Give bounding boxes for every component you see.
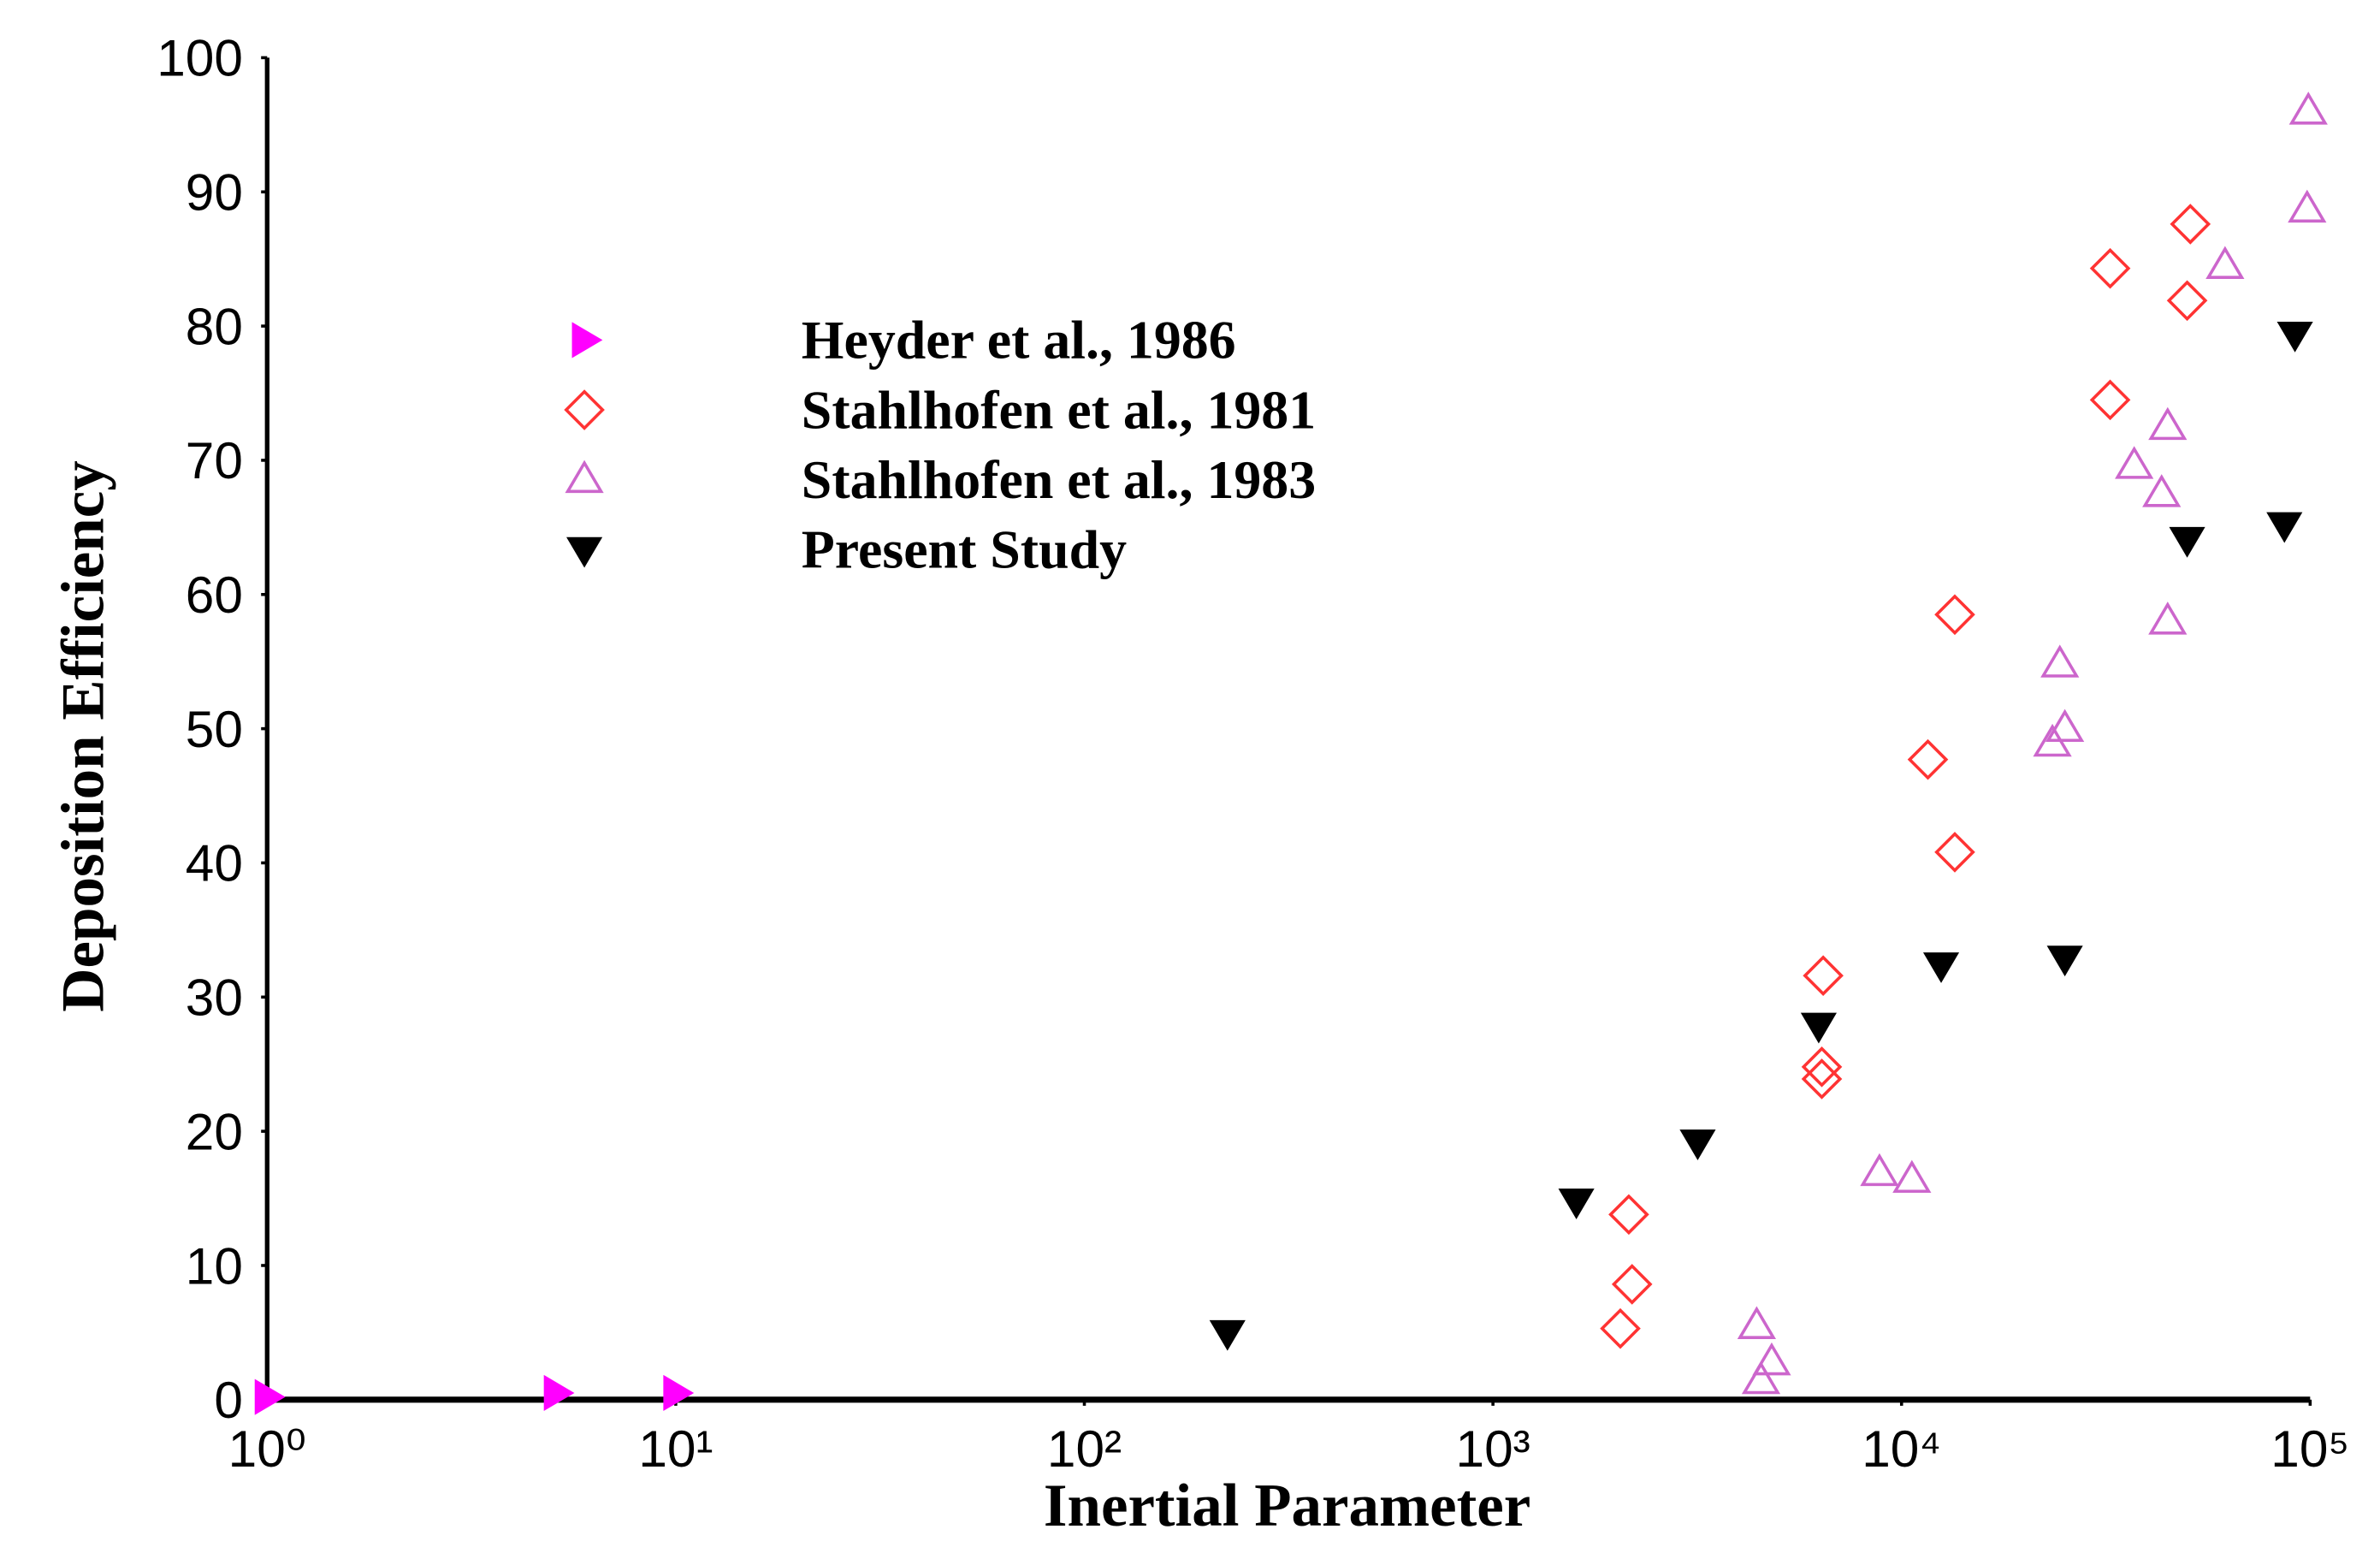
x-tick-label: 10⁵ (2270, 1420, 2349, 1478)
scatter-point (1752, 1342, 1791, 1376)
scatter-point (2288, 92, 2328, 125)
scatter-point (2148, 602, 2188, 635)
scatter-point (1934, 594, 1975, 636)
scatter-point (2288, 189, 2327, 223)
scatter-point (2205, 246, 2245, 279)
y-tick-label: 100 (157, 29, 243, 87)
y-axis-label: Deposition Efficiency (50, 460, 117, 1011)
scatter-point (1907, 738, 1949, 780)
legend-label: Stahlhofen et al., 1981 (802, 379, 1316, 440)
scatter-point (2045, 708, 2085, 743)
scatter-point (2089, 379, 2131, 421)
y-tick-label: 0 (214, 1371, 243, 1429)
scatter-point (2170, 204, 2211, 245)
legend-label: Present Study (802, 519, 1127, 580)
scatter-point (2266, 512, 2303, 543)
scatter-point (1608, 1194, 1649, 1236)
legend-label: Stahlhofen et al., 1983 (802, 449, 1316, 510)
scatter-point (2276, 321, 2313, 353)
legend-marker (565, 459, 604, 494)
y-tick-label: 30 (186, 969, 243, 1027)
y-tick-label: 70 (186, 431, 243, 489)
y-tick-label: 10 (186, 1236, 243, 1295)
x-axis-label: Inertial Parameter (1044, 1473, 1530, 1539)
legend-marker (564, 389, 605, 430)
legend-label: Heyder et al., 1986 (802, 310, 1236, 370)
scatter-point (2115, 446, 2154, 479)
y-tick-label: 80 (186, 297, 243, 355)
y-tick-label: 40 (186, 834, 243, 892)
x-tick-label: 10⁰ (228, 1420, 306, 1478)
scatter-point (2040, 644, 2080, 678)
scatter-point (543, 1374, 575, 1412)
scatter-point (2142, 474, 2182, 507)
x-tick-label: 10³ (1456, 1420, 1530, 1478)
x-tick-label: 10² (1047, 1420, 1122, 1478)
scatter-point (1737, 1306, 1777, 1339)
scatter-point (1892, 1159, 1932, 1194)
y-tick-label: 90 (186, 163, 243, 222)
scatter-point (1600, 1307, 1641, 1349)
x-tick-label: 10¹ (638, 1420, 713, 1478)
scatter-point (2169, 526, 2205, 558)
legend-marker (571, 322, 603, 359)
scatter-point (254, 1378, 286, 1415)
scatter-point (1679, 1129, 1716, 1160)
scatter-point (1860, 1153, 1899, 1187)
scatter-point (2046, 945, 2083, 977)
scatter-point (1803, 955, 1844, 996)
scatter-point (2148, 406, 2188, 441)
y-tick-label: 20 (186, 1102, 243, 1160)
scatter-point (1934, 832, 1975, 873)
scatter-point (2166, 280, 2208, 322)
y-tick-label: 50 (186, 700, 243, 758)
scatter-point (1741, 1360, 1781, 1395)
scatter-point (1800, 1012, 1837, 1044)
scatter-point (663, 1374, 695, 1412)
scatter-point (1209, 1319, 1246, 1351)
scatter-point (2089, 247, 2131, 289)
scatter-point (1922, 952, 1960, 983)
scatter-point (1611, 1264, 1653, 1305)
y-tick-label: 60 (186, 566, 243, 624)
legend-marker (566, 536, 603, 568)
x-tick-label: 10⁴ (1862, 1420, 1941, 1478)
scatter-point (1801, 1046, 1843, 1088)
scatter-point (1558, 1188, 1595, 1219)
